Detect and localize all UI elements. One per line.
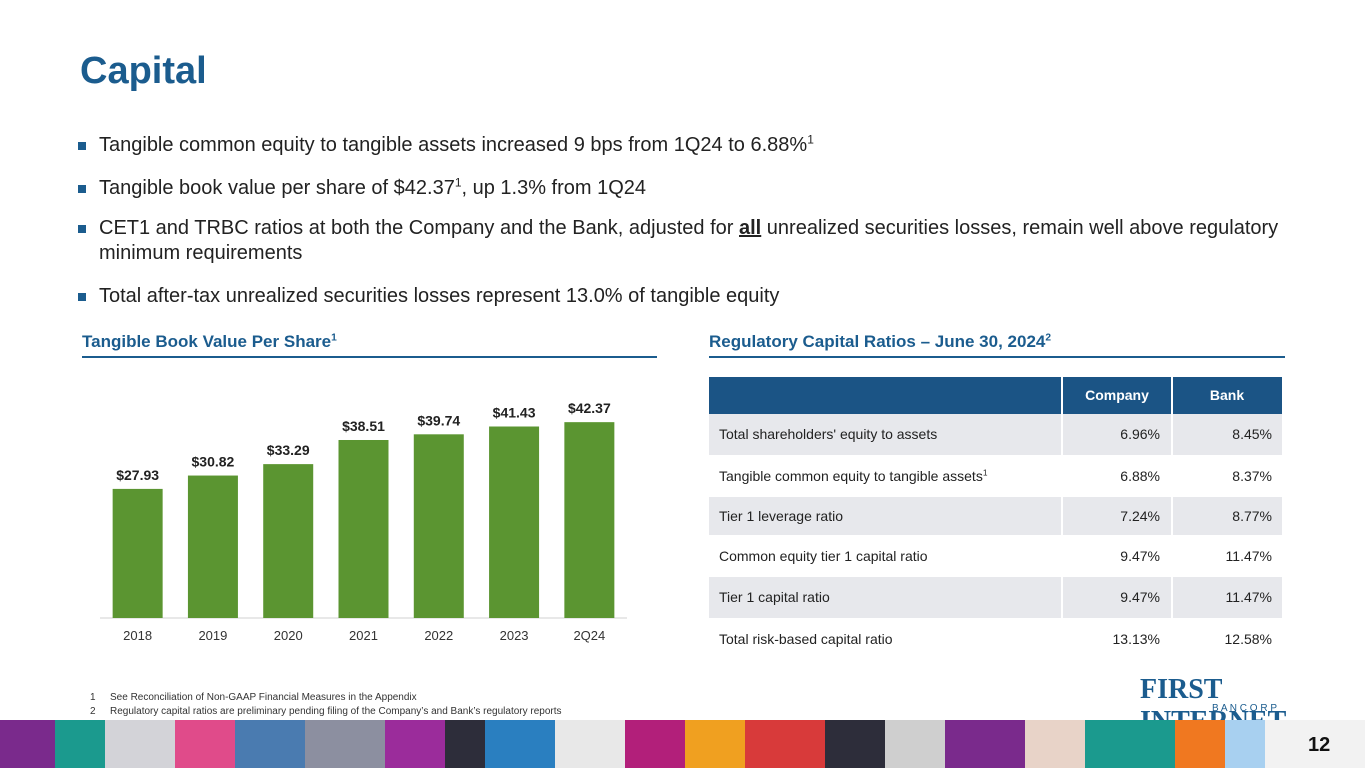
bullet: CET1 and TRBC ratios at both the Company… bbox=[78, 216, 1299, 266]
table-title: Regulatory Capital Ratios – June 30, 202… bbox=[709, 332, 1051, 352]
divider bbox=[1061, 377, 1063, 414]
footnote-text: See Reconciliation of Non-GAAP Financial… bbox=[110, 692, 417, 703]
text: unrealized securities losses, remain wel… bbox=[99, 217, 1279, 264]
cell: 8.77% bbox=[1232, 508, 1272, 524]
divider bbox=[1171, 377, 1173, 414]
x-tick-label: 2Q24 bbox=[573, 628, 605, 643]
table-header: Company Bank bbox=[709, 377, 1282, 414]
sup: 1 bbox=[454, 175, 462, 190]
table-row: Common equity tier 1 capital ratio 9.47% 1… bbox=[709, 535, 1282, 577]
footnote-number: 1 bbox=[90, 692, 96, 703]
sup: 2 bbox=[1045, 332, 1052, 344]
page-number: 12 bbox=[1308, 734, 1331, 756]
bullet: Tangible common equity to tangible asset… bbox=[78, 133, 1299, 158]
bar bbox=[338, 439, 389, 618]
cell: 6.88% bbox=[1120, 468, 1160, 484]
x-tick-label: 2019 bbox=[198, 628, 227, 643]
bullet: Total after-tax unrealized securities lo… bbox=[78, 284, 1299, 309]
divider bbox=[1061, 497, 1063, 535]
cell: 8.37% bbox=[1232, 468, 1272, 484]
row-label: Total risk-based capital ratio bbox=[719, 618, 893, 660]
x-tick-label: 2023 bbox=[500, 628, 529, 643]
divider bbox=[1061, 414, 1063, 455]
logo-sub: B A N C O R P bbox=[1212, 703, 1278, 714]
text: Tangible common equity to tangible asset… bbox=[719, 468, 983, 484]
divider bbox=[1061, 577, 1063, 618]
text: Tier 1 capital ratio bbox=[719, 589, 830, 605]
bar bbox=[263, 464, 314, 618]
data-label: $39.74 bbox=[417, 412, 460, 428]
table-row: Total shareholders' equity to assets 6.96… bbox=[709, 414, 1282, 455]
cell: 6.96% bbox=[1120, 426, 1160, 442]
data-label: $33.29 bbox=[267, 442, 310, 458]
sup: 1 bbox=[982, 467, 988, 478]
x-tick-label: 2021 bbox=[349, 628, 378, 643]
cell: 9.47% bbox=[1120, 548, 1160, 564]
cell: 11.47% bbox=[1225, 548, 1272, 564]
text: Regulatory Capital Ratios – June 30, 202… bbox=[709, 332, 1046, 351]
data-label: $30.82 bbox=[192, 454, 235, 470]
text: , up 1.3% from 1Q24 bbox=[461, 177, 647, 199]
emphasis: all bbox=[739, 217, 762, 239]
cell: 13.13% bbox=[1112, 631, 1160, 647]
text: CET1 and TRBC ratios at both the Company… bbox=[99, 217, 739, 239]
column-header: Company bbox=[1085, 387, 1149, 403]
data-label: $41.43 bbox=[493, 405, 536, 421]
data-label: $38.51 bbox=[342, 418, 385, 434]
divider bbox=[1171, 577, 1173, 618]
sup: 1 bbox=[331, 332, 337, 344]
cell: 8.45% bbox=[1232, 426, 1272, 442]
bar bbox=[187, 475, 238, 618]
table-row: Tangible common equity to tangible asset… bbox=[709, 455, 1282, 497]
text: Total risk-based capital ratio bbox=[719, 631, 893, 647]
x-tick-label: 2018 bbox=[123, 628, 152, 643]
text: Tangible common equity to tangible asset… bbox=[99, 134, 808, 156]
x-tick-label: 2020 bbox=[274, 628, 303, 643]
row-label: Tangible common equity to tangible asset… bbox=[719, 455, 988, 497]
footnote: 2 Regulatory capital ratios are prelimina… bbox=[90, 706, 562, 717]
table-row: Total risk-based capital ratio 13.13% 12.5… bbox=[709, 618, 1282, 660]
footnote: 1 See Reconciliation of Non-GAAP Financia… bbox=[90, 692, 417, 703]
cell: 12.58% bbox=[1224, 631, 1272, 647]
bullet: Tangible book value per share of $42.371… bbox=[78, 176, 1299, 201]
text: Total shareholders' equity to assets bbox=[719, 426, 938, 442]
row-label: Tier 1 leverage ratio bbox=[719, 497, 843, 535]
rule bbox=[709, 356, 1285, 358]
chart-title: Tangible Book Value Per Share1 bbox=[82, 332, 337, 352]
bar bbox=[413, 434, 464, 618]
text: Total after-tax unrealized securities lo… bbox=[99, 285, 780, 307]
row-label: Total shareholders' equity to assets bbox=[719, 414, 937, 455]
decor-strip bbox=[0, 720, 1365, 768]
title: Capital bbox=[80, 50, 207, 92]
data-label: $27.93 bbox=[116, 467, 159, 483]
bar bbox=[489, 426, 540, 618]
cell: 9.47% bbox=[1120, 589, 1160, 605]
bar bbox=[112, 488, 163, 618]
rule bbox=[82, 356, 657, 358]
table-row: Tier 1 capital ratio 9.47% 11.47% bbox=[709, 577, 1282, 618]
text: Tangible book value per share of $42.37 bbox=[99, 177, 455, 199]
x-tick-label: 2022 bbox=[424, 628, 453, 643]
row-label: Tier 1 capital ratio bbox=[719, 577, 830, 618]
column-header: Bank bbox=[1209, 387, 1245, 403]
data-label: $42.37 bbox=[568, 400, 611, 416]
chart: 2018 $27.93 2019 $30.82 2020 $33.29 2021 $38.51… bbox=[100, 400, 627, 643]
sup: 1 bbox=[807, 132, 814, 147]
row-label: Common equity tier 1 capital ratio bbox=[719, 535, 928, 577]
footnote-number: 2 bbox=[90, 706, 96, 717]
text: Tangible Book Value Per Share bbox=[82, 332, 332, 351]
text: Common equity tier 1 capital ratio bbox=[719, 548, 928, 564]
text: Tier 1 leverage ratio bbox=[719, 508, 843, 524]
bar bbox=[564, 422, 615, 618]
table-row: Tier 1 leverage ratio 7.24% 8.77% bbox=[709, 497, 1282, 535]
divider bbox=[1171, 497, 1173, 535]
footnote-text: Regulatory capital ratios are preliminar… bbox=[110, 706, 562, 717]
cell: 11.47% bbox=[1225, 589, 1272, 605]
divider bbox=[1171, 414, 1173, 455]
cell: 7.24% bbox=[1120, 508, 1160, 524]
